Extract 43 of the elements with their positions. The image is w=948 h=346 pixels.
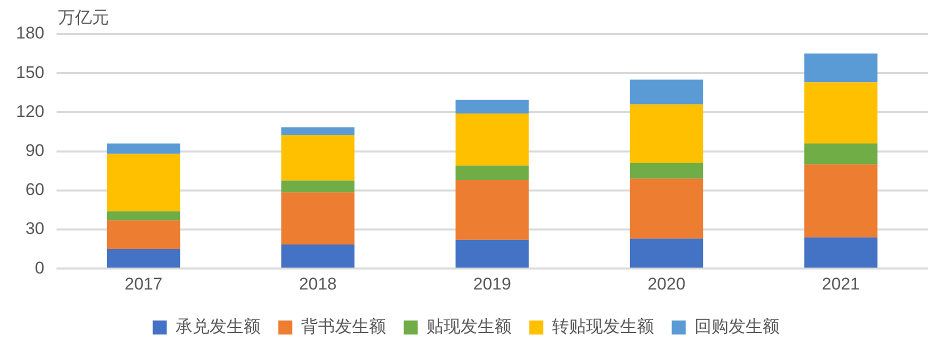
legend-label: 背书发生额	[300, 317, 386, 336]
bar	[630, 163, 704, 179]
x-tick-label: 2018	[298, 274, 337, 294]
legend-label: 承兑发生额	[175, 317, 260, 336]
bar	[281, 244, 354, 268]
y-tick-label: 180	[16, 24, 44, 43]
bar	[456, 166, 529, 180]
bar	[456, 180, 529, 240]
bar	[281, 127, 354, 136]
y-tick-label: 30	[25, 219, 44, 238]
bar	[804, 143, 878, 164]
bar	[281, 135, 354, 181]
bar	[106, 143, 180, 154]
bar	[456, 100, 529, 114]
bar	[630, 178, 704, 239]
y-tick-label: 90	[25, 140, 44, 160]
y-tick-label: 60	[25, 180, 44, 200]
bar	[281, 180, 354, 192]
bar	[630, 104, 704, 164]
legend-label: 贴现发生额	[426, 317, 512, 336]
bar	[106, 249, 180, 268]
bar	[804, 164, 878, 238]
bar	[630, 238, 704, 268]
bar	[456, 114, 529, 166]
y-tick-label: 120	[16, 102, 44, 121]
bar	[804, 54, 878, 82]
bar	[106, 211, 180, 220]
x-tick-label: 2017	[124, 274, 162, 294]
y-axis-title: 万亿元	[58, 7, 109, 29]
bar	[804, 237, 878, 268]
legend-label: 回购发生额	[694, 317, 780, 336]
y-tick-label: 0	[34, 258, 44, 278]
bar	[106, 154, 180, 212]
bar	[281, 192, 354, 244]
bar	[804, 82, 878, 144]
x-tick-label: 2021	[822, 274, 860, 294]
x-tick-label: 2020	[648, 274, 686, 294]
legend-label: 转贴现发生额	[552, 317, 654, 336]
x-tick-label: 2019	[473, 274, 512, 294]
bar	[630, 80, 704, 104]
bar	[456, 240, 529, 268]
y-tick-label: 150	[16, 62, 44, 82]
bar	[106, 220, 180, 250]
